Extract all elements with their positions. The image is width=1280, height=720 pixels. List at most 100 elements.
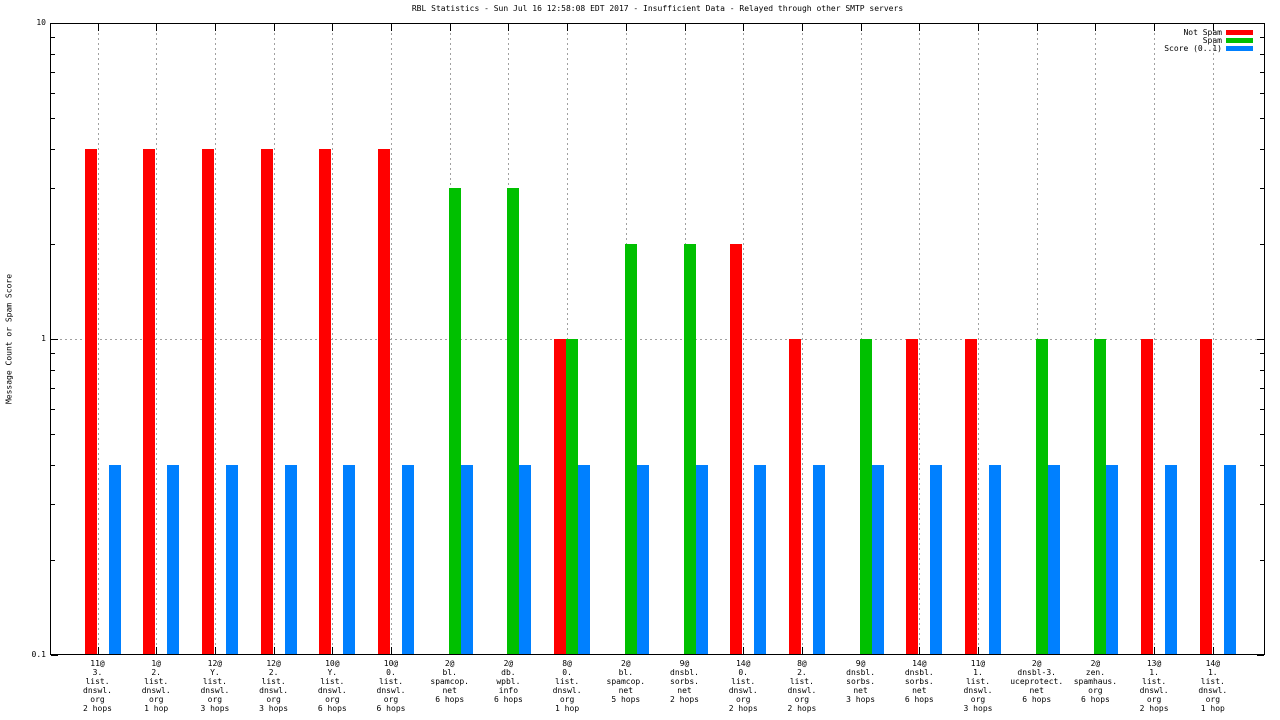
- bar-spam: [859, 339, 872, 654]
- bar-spam: [448, 188, 461, 654]
- x-category-label: 11@ 3. list. dnswl. org 2 hops: [83, 659, 112, 713]
- bar-spam: [624, 243, 637, 654]
- bar-score: [754, 464, 767, 654]
- y-axis-tick-minor: [1260, 353, 1264, 354]
- x-category-label: 2@ dnsbl-3. uceprotect. net 6 hops: [1010, 659, 1064, 704]
- bar-not-spam: [201, 148, 214, 654]
- y-axis-tick-minor: [1260, 465, 1264, 466]
- y-axis-tick-minor: [51, 244, 55, 245]
- bar-score: [167, 464, 180, 654]
- x-category-label: 9@ dnsbl. sorbs. net 2 hops: [670, 659, 699, 704]
- y-axis-tick-major: [51, 23, 58, 24]
- bar-score: [1165, 464, 1178, 654]
- y-axis-label: Message Count or Spam Score: [4, 273, 14, 405]
- bar-not-spam: [319, 148, 332, 654]
- bar-spam: [683, 243, 696, 654]
- x-category-label: 14@ 0. list. dnswl. org 2 hops: [728, 659, 758, 713]
- y-axis-tick-minor: [51, 93, 55, 94]
- x-axis-tick: [919, 24, 921, 31]
- y-axis-tick-minor: [51, 188, 55, 189]
- y-axis-tick-minor: [1260, 504, 1264, 505]
- y-axis-tick-minor: [1260, 149, 1264, 150]
- y-tick-label: 1: [41, 334, 46, 343]
- bar-not-spam: [554, 339, 567, 654]
- plot-area: [50, 23, 1265, 655]
- bar-spam: [566, 339, 579, 654]
- x-axis-tick: [1212, 647, 1214, 654]
- x-axis-tick: [801, 647, 803, 654]
- y-axis-tick-minor: [51, 149, 55, 150]
- x-axis-tick: [1212, 24, 1214, 31]
- bar-score: [871, 464, 884, 654]
- x-axis-tick: [449, 24, 451, 31]
- legend-label-not-spam: Not Spam: [1183, 28, 1222, 37]
- bar-score: [1106, 464, 1119, 654]
- y-axis-tick-minor: [51, 72, 55, 73]
- bar-score: [343, 464, 356, 654]
- bar-score: [284, 464, 297, 654]
- x-category-label: 1@ 2. list. dnswl. org 1 hop: [141, 659, 171, 713]
- bar-not-spam: [143, 148, 156, 654]
- bar-score: [636, 464, 649, 654]
- bar-score: [225, 464, 238, 654]
- y-axis-tick-minor: [1260, 434, 1264, 435]
- bar-not-spam: [906, 339, 919, 654]
- bar-spam: [1094, 339, 1107, 654]
- legend-label-spam: Spam: [1202, 36, 1222, 45]
- bar-score: [578, 464, 591, 654]
- bar-score: [930, 464, 943, 654]
- bar-score: [460, 464, 473, 654]
- y-axis-tick-minor: [51, 504, 55, 505]
- y-axis-tick-minor: [51, 370, 55, 371]
- y-axis-tick-minor: [1260, 409, 1264, 410]
- bar-score: [1047, 464, 1060, 654]
- y-axis-tick-major: [1257, 23, 1264, 24]
- y-tick-label: 10: [36, 18, 46, 27]
- y-axis-tick-minor: [51, 434, 55, 435]
- bar-not-spam: [1141, 339, 1154, 654]
- x-axis-tick: [684, 24, 686, 31]
- y-axis-tick-minor: [51, 54, 55, 55]
- x-category-label: 2@ zen. spamhaus. org 6 hops: [1073, 659, 1118, 704]
- legend-swatch-spam: [1226, 38, 1253, 43]
- bar-score: [695, 464, 708, 654]
- gridline-y1: [50, 339, 1265, 340]
- legend-swatch-score: [1226, 46, 1253, 51]
- y-axis-tick-minor: [1260, 560, 1264, 561]
- x-axis-tick: [743, 24, 745, 31]
- x-axis-tick: [567, 24, 569, 31]
- y-axis-tick-minor: [51, 409, 55, 410]
- legend-swatch-not-spam: [1226, 30, 1253, 35]
- y-axis-tick-major: [51, 339, 58, 340]
- bar-not-spam: [730, 243, 743, 654]
- bar-score: [519, 464, 532, 654]
- chart-title: RBL Statistics - Sun Jul 16 12:58:08 EDT…: [411, 4, 904, 13]
- y-axis-tick-minor: [1260, 188, 1264, 189]
- x-category-label: 14@ 1. list. dnswl. org 1 hop: [1198, 659, 1228, 713]
- x-axis-tick: [156, 647, 158, 654]
- x-axis-tick: [97, 24, 99, 31]
- x-category-label: 8@ 2. list. dnswl. org 2 hops: [787, 659, 817, 713]
- x-axis-tick: [1095, 24, 1097, 31]
- y-axis-tick-minor: [51, 560, 55, 561]
- x-axis-tick: [332, 647, 334, 654]
- bar-not-spam: [378, 148, 390, 654]
- x-category-label: 2@ db. wpbl. info 6 hops: [493, 659, 523, 704]
- y-axis-tick-minor: [1260, 54, 1264, 55]
- y-tick-label: 0.1: [31, 650, 46, 659]
- x-axis-tick: [978, 24, 979, 31]
- x-category-label: 13@ 1. list. dnswl. org 2 hops: [1139, 659, 1169, 713]
- y-axis-tick-minor: [51, 118, 55, 119]
- y-axis-tick-minor: [1260, 388, 1264, 389]
- x-category-label: 14@ dnsbl. sorbs. net 6 hops: [904, 659, 934, 704]
- x-category-label: 9@ dnsbl. sorbs. net 3 hops: [846, 659, 876, 704]
- bar-score: [1223, 464, 1236, 654]
- bar-not-spam: [1199, 339, 1212, 654]
- x-axis-tick: [391, 647, 392, 654]
- x-category-label: 10@ Y. list. dnswl. org 6 hops: [317, 659, 347, 713]
- y-axis-tick-minor: [1260, 370, 1264, 371]
- bar-not-spam: [84, 148, 97, 654]
- bar-score: [812, 464, 825, 654]
- x-axis-tick: [860, 24, 862, 31]
- y-axis-tick-minor: [51, 37, 55, 38]
